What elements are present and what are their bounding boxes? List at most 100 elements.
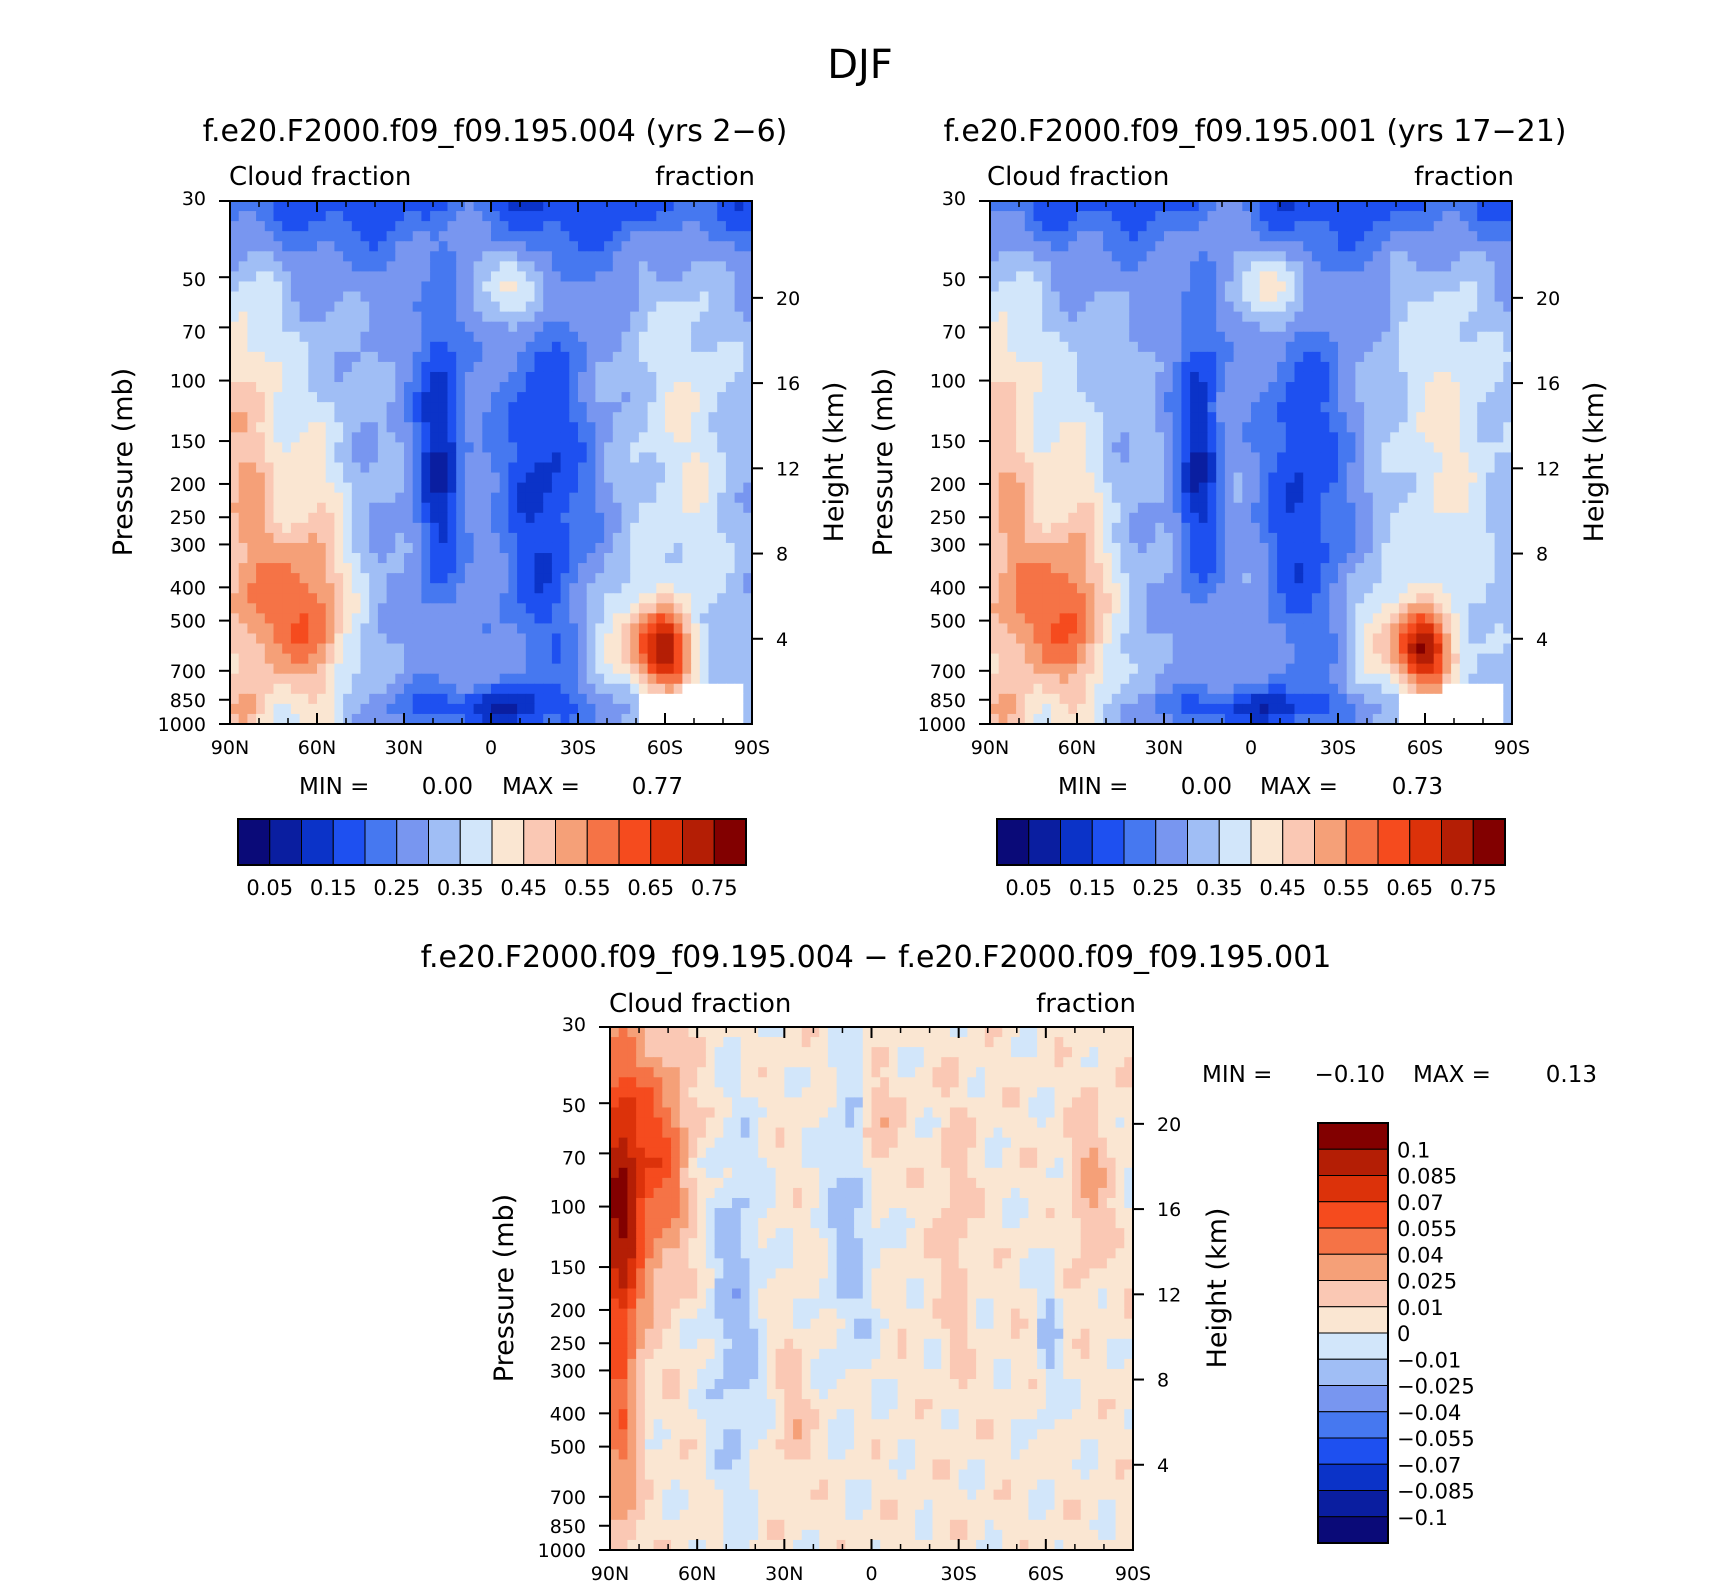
field-cell bbox=[699, 221, 710, 232]
field-cell bbox=[586, 623, 596, 635]
field-cell bbox=[673, 241, 683, 252]
field-cell bbox=[656, 271, 666, 283]
field-cell bbox=[586, 492, 596, 504]
field-cell bbox=[1416, 281, 1426, 293]
field-cell bbox=[534, 351, 544, 363]
field-cell bbox=[647, 452, 657, 464]
field-cell bbox=[1103, 211, 1113, 222]
field-cell bbox=[1137, 392, 1148, 403]
field-cell bbox=[1346, 281, 1356, 293]
field-cell bbox=[1277, 221, 1287, 232]
field-cell bbox=[412, 201, 422, 212]
field-cell bbox=[1042, 432, 1052, 443]
field-cell bbox=[630, 522, 640, 534]
field-cell bbox=[1390, 231, 1400, 242]
field-cell bbox=[256, 211, 266, 222]
field-cell bbox=[1111, 361, 1122, 373]
field-cell bbox=[630, 653, 640, 665]
field-cell bbox=[1503, 382, 1512, 393]
field-cell bbox=[1494, 301, 1504, 313]
field-cell bbox=[725, 211, 736, 222]
field-cell bbox=[325, 361, 335, 373]
field-cell bbox=[630, 673, 640, 685]
field-cell bbox=[1338, 221, 1348, 232]
field-cell bbox=[290, 442, 301, 454]
field-cell bbox=[421, 542, 431, 554]
field-cell bbox=[534, 683, 544, 695]
field-cell bbox=[482, 351, 492, 363]
field-cell bbox=[595, 573, 605, 584]
field-cell bbox=[673, 583, 683, 594]
field-cell bbox=[1137, 231, 1148, 242]
field-cell bbox=[682, 361, 692, 373]
field-cell bbox=[421, 643, 431, 655]
field-cell bbox=[699, 442, 710, 454]
field-cell bbox=[1320, 462, 1330, 474]
field-cell bbox=[1311, 482, 1322, 494]
field-cell bbox=[438, 422, 449, 433]
field-cell bbox=[1503, 402, 1512, 413]
field-cell bbox=[682, 291, 692, 303]
field-cell bbox=[1077, 351, 1087, 363]
field-cell bbox=[1242, 432, 1252, 443]
field-cell bbox=[1451, 231, 1461, 242]
field-cell bbox=[1485, 422, 1496, 433]
field-cell bbox=[560, 703, 570, 715]
field-cell bbox=[482, 553, 492, 564]
field-cell bbox=[299, 603, 309, 614]
field-cell bbox=[1033, 412, 1043, 423]
colorbar-swatch bbox=[618, 818, 652, 866]
field-cell bbox=[1485, 291, 1496, 303]
field-cell bbox=[621, 371, 631, 383]
field-cell bbox=[604, 502, 614, 514]
field-cell bbox=[682, 261, 692, 273]
field-cell bbox=[1094, 351, 1104, 363]
field-cell bbox=[508, 542, 518, 554]
field-cell bbox=[656, 532, 666, 544]
field-cell bbox=[256, 382, 266, 393]
field-cell bbox=[334, 593, 344, 604]
field-cell bbox=[1198, 301, 1209, 313]
field-cell bbox=[569, 281, 579, 293]
field-cell bbox=[682, 432, 692, 443]
field-cell bbox=[1494, 351, 1504, 363]
field-cell bbox=[1094, 271, 1104, 283]
field-cell bbox=[395, 422, 405, 433]
field-cell bbox=[708, 442, 718, 454]
field-cell bbox=[543, 472, 553, 484]
field-cell bbox=[673, 522, 683, 534]
field-cell bbox=[499, 402, 509, 413]
field-cell bbox=[325, 412, 335, 423]
field-cell bbox=[517, 422, 527, 433]
field-cell bbox=[1442, 251, 1452, 262]
field-cell bbox=[1207, 281, 1217, 293]
field-cell bbox=[1251, 382, 1261, 393]
field-cell bbox=[238, 663, 248, 675]
field-cell bbox=[1059, 382, 1069, 393]
field-cell bbox=[508, 643, 518, 655]
field-cell bbox=[273, 412, 283, 423]
field-cell bbox=[395, 462, 405, 474]
field-cell bbox=[360, 512, 370, 524]
field-cell bbox=[377, 442, 388, 454]
field-cell bbox=[1059, 251, 1069, 262]
field-cell bbox=[656, 422, 666, 433]
field-cell bbox=[230, 542, 240, 554]
field-cell bbox=[1425, 402, 1435, 413]
field-cell bbox=[325, 201, 335, 212]
field-cell bbox=[1451, 371, 1461, 383]
field-cell bbox=[717, 502, 727, 514]
field-cell bbox=[1216, 311, 1226, 323]
field-cell bbox=[1338, 351, 1348, 363]
field-cell bbox=[377, 472, 388, 484]
field-cell bbox=[1242, 371, 1252, 383]
field-cell bbox=[586, 251, 596, 262]
field-cell bbox=[299, 371, 309, 383]
height-tick-label: 20 bbox=[776, 288, 800, 310]
field-cell bbox=[1311, 271, 1322, 283]
field-cell bbox=[430, 502, 440, 514]
field-cell bbox=[708, 261, 718, 273]
field-cell bbox=[1425, 311, 1435, 323]
field-cell bbox=[438, 271, 449, 283]
field-cell bbox=[551, 201, 562, 212]
